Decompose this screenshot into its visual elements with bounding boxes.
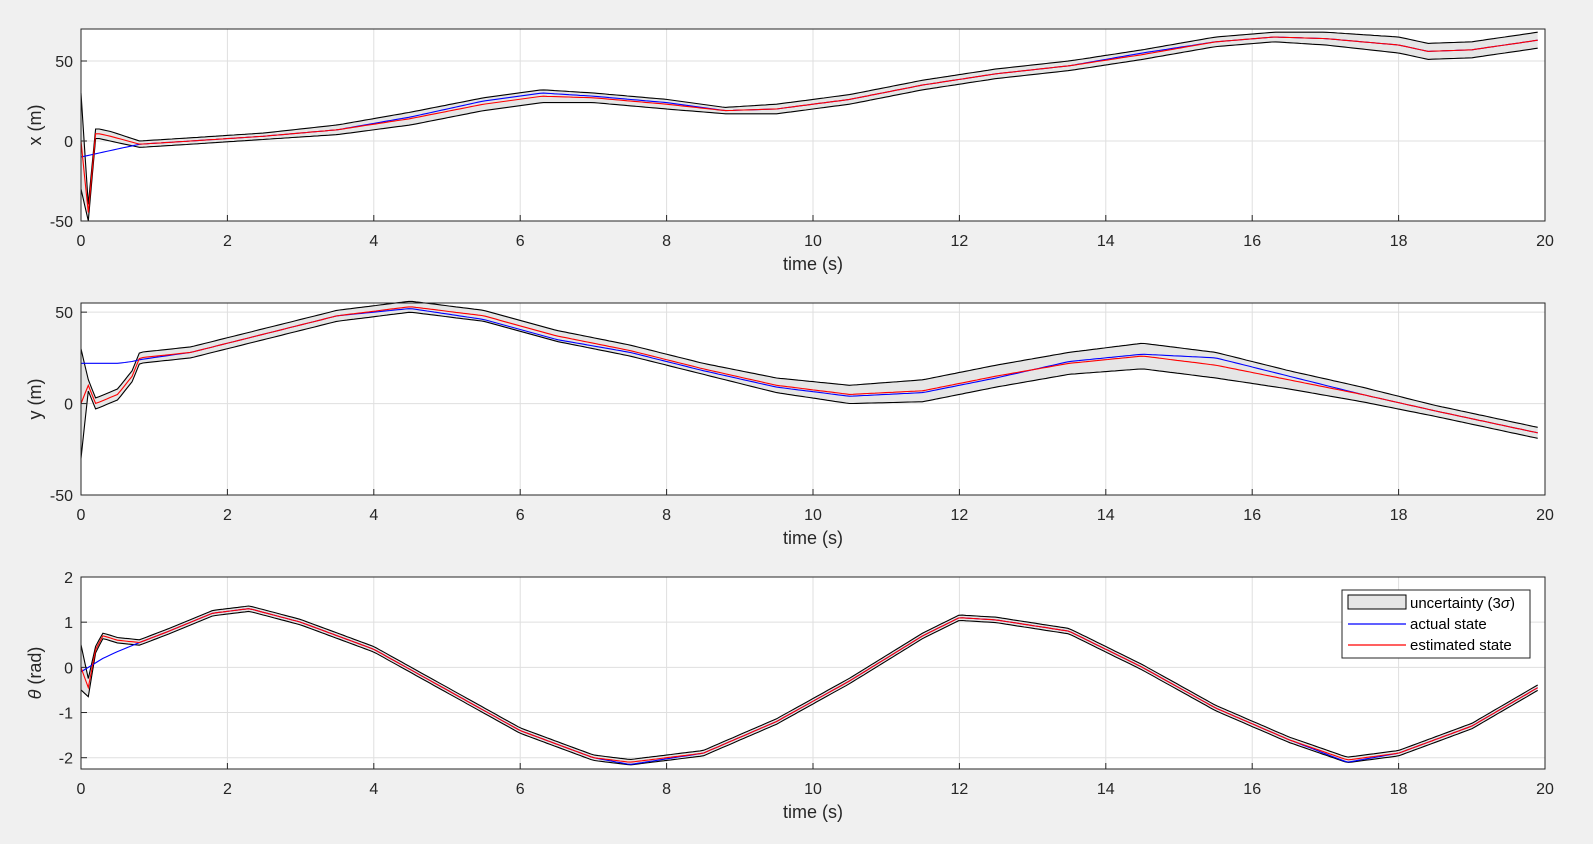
y-tick-label: 50: [55, 54, 73, 71]
legend-uncertainty-label: uncertainty (3σ): [1410, 595, 1515, 612]
legend-uncertainty-text: uncertainty (3: [1410, 595, 1501, 612]
x-axis-label: time (s): [783, 254, 843, 274]
x-axis-label: time (s): [783, 528, 843, 548]
theta-symbol: θ: [25, 689, 45, 699]
x-tick-label: 6: [516, 781, 525, 798]
x-tick-label: 10: [804, 781, 822, 798]
x-tick-label: 14: [1097, 507, 1115, 524]
x-tick-label: 14: [1097, 233, 1115, 250]
legend-close-paren: ): [1510, 595, 1515, 612]
uncertainty-lower-edge: [80, 610, 1538, 766]
estimated-state-line: [80, 36, 1538, 213]
estimated-state-line: [80, 306, 1538, 434]
x-tick-label: 20: [1536, 507, 1554, 524]
y-axis-label: x (m): [25, 105, 45, 146]
x-tick-label: 0: [77, 507, 86, 524]
y-tick-label: -2: [59, 751, 73, 768]
y-tick-label: 50: [55, 305, 73, 322]
y-tick-label: 0: [64, 134, 73, 151]
uncertainty-lower-edge: [80, 41, 1538, 221]
y-tick-label: 1: [64, 615, 73, 632]
x-tick-label: 0: [77, 233, 86, 250]
x-tick-label: 14: [1097, 781, 1115, 798]
uncertainty-lower-edge: [80, 311, 1538, 459]
y-tick-label: -1: [59, 706, 73, 723]
x-tick-label: 12: [951, 781, 969, 798]
x-tick-label: 8: [662, 233, 671, 250]
x-tick-label: 18: [1390, 781, 1408, 798]
x-tick-label: 4: [369, 781, 378, 798]
x-tick-label: 16: [1243, 781, 1261, 798]
x-tick-label: 4: [369, 233, 378, 250]
y-tick-label: -50: [50, 214, 73, 231]
y-axis-label: θ (rad): [25, 647, 45, 700]
x-tick-label: 6: [516, 507, 525, 524]
uncertainty-band: [81, 301, 1538, 459]
x-tick-label: 8: [662, 507, 671, 524]
x-tick-label: 20: [1536, 781, 1554, 798]
legend-estimated-label: estimated state: [1410, 637, 1512, 654]
x-tick-label: 10: [804, 233, 822, 250]
x-tick-label: 10: [804, 507, 822, 524]
x-tick-label: 0: [77, 781, 86, 798]
x-tick-label: 2: [223, 507, 232, 524]
x-tick-label: 12: [951, 233, 969, 250]
x-tick-label: 16: [1243, 233, 1261, 250]
y-axis-label-text: (rad): [25, 647, 45, 690]
x-tick-label: 2: [223, 233, 232, 250]
estimated-state-line: [80, 608, 1538, 763]
x-tick-label: 2: [223, 781, 232, 798]
x-tick-label: 20: [1536, 233, 1554, 250]
x-tick-label: 18: [1390, 233, 1408, 250]
y-tick-label: 0: [64, 660, 73, 677]
y-tick-label: -50: [50, 488, 73, 505]
legend-sigma-symbol: σ: [1501, 595, 1511, 612]
uncertainty-upper-edge: [80, 31, 1538, 205]
uncertainty-upper-edge: [80, 605, 1538, 760]
legend-actual-label: actual state: [1410, 616, 1487, 633]
uncertainty-upper-edge: [80, 300, 1538, 428]
x-tick-label: 6: [516, 233, 525, 250]
uncertainty-band: [81, 32, 1538, 221]
x-tick-label: 18: [1390, 507, 1408, 524]
legend-uncertainty-swatch: [1347, 594, 1407, 610]
x-tick-label: 8: [662, 781, 671, 798]
x-tick-label: 16: [1243, 507, 1261, 524]
y-axis-label: y (m): [25, 379, 45, 420]
x-tick-label: 4: [369, 507, 378, 524]
y-tick-label: 2: [64, 570, 73, 587]
x-axis-label: time (s): [783, 802, 843, 822]
y-tick-label: 0: [64, 397, 73, 414]
x-tick-label: 12: [951, 507, 969, 524]
legend: uncertainty (3σ) actual state estimated st…: [1341, 589, 1531, 659]
